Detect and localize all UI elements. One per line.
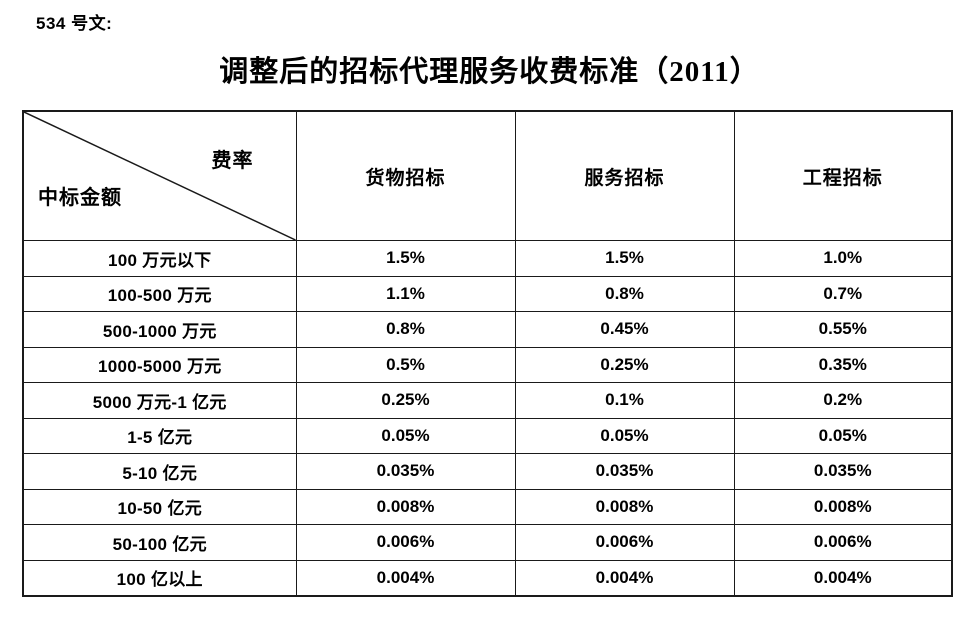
rate-cell: 0.8% [514, 275, 735, 312]
rate-cell: 0.004% [733, 559, 953, 597]
rate-cell: 1.5% [514, 240, 735, 277]
rate-cell: 0.45% [514, 311, 735, 348]
table-row: 1000-5000 万元 0.5% 0.25% 0.35% [22, 346, 953, 383]
amount-range: 1-5 亿元 [22, 417, 297, 454]
table-row: 1-5 亿元 0.05% 0.05% 0.05% [22, 417, 953, 454]
amount-range: 50-100 亿元 [22, 524, 297, 561]
rate-cell: 0.035% [514, 453, 735, 490]
table-row: 100-500 万元 1.1% 0.8% 0.7% [22, 275, 953, 312]
rate-cell: 1.5% [295, 240, 516, 277]
rate-cell: 0.35% [733, 346, 953, 383]
rate-cell: 0.035% [733, 453, 953, 490]
amount-range: 500-1000 万元 [22, 311, 297, 348]
corner-label-fee-rate: 费率 [211, 150, 254, 172]
diagonal-header-cell: 费率 中标金额 [22, 110, 297, 241]
doc-number: 534 号文: [36, 14, 113, 33]
amount-range: 100-500 万元 [22, 275, 297, 312]
rate-cell: 0.008% [514, 488, 735, 525]
fee-rate-table: 费率 中标金额 货物招标 服务招标 工程招标 100 万元以下 1.5% 1.5… [22, 110, 953, 597]
rate-cell: 1.0% [733, 240, 953, 277]
amount-range: 100 万元以下 [22, 240, 297, 277]
page-title: 调整后的招标代理服务收费标准（2011） [219, 56, 760, 88]
rate-cell: 0.004% [514, 559, 735, 597]
rate-cell: 0.008% [733, 488, 953, 525]
column-header-services: 服务招标 [514, 110, 735, 241]
table-header-row: 费率 中标金额 货物招标 服务招标 工程招标 [22, 110, 953, 241]
rate-cell: 0.1% [514, 382, 735, 419]
rate-cell: 0.05% [733, 417, 953, 454]
corner-label-bid-amount: 中标金额 [38, 187, 122, 209]
amount-range: 10-50 亿元 [22, 488, 297, 525]
table-row: 5-10 亿元 0.035% 0.035% 0.035% [22, 453, 953, 490]
rate-cell: 0.05% [514, 417, 735, 454]
amount-range: 1000-5000 万元 [22, 346, 297, 383]
amount-range: 5-10 亿元 [22, 453, 297, 490]
table-row: 10-50 亿元 0.008% 0.008% 0.008% [22, 488, 953, 525]
rate-cell: 1.1% [295, 275, 516, 312]
rate-cell: 0.5% [295, 346, 516, 383]
rate-cell: 0.7% [733, 275, 953, 312]
table-row: 100 万元以下 1.5% 1.5% 1.0% [22, 240, 953, 277]
column-header-works: 工程招标 [733, 110, 953, 241]
rate-cell: 0.25% [514, 346, 735, 383]
table-row: 100 亿以上 0.004% 0.004% 0.004% [22, 559, 953, 597]
rate-cell: 0.55% [733, 311, 953, 348]
rate-cell: 0.006% [514, 524, 735, 561]
rate-cell: 0.8% [295, 311, 516, 348]
rate-cell: 0.2% [733, 382, 953, 419]
rate-cell: 0.006% [295, 524, 516, 561]
table-row: 5000 万元-1 亿元 0.25% 0.1% 0.2% [22, 382, 953, 419]
column-header-goods: 货物招标 [295, 110, 516, 241]
diagonal-line [24, 112, 296, 240]
table-row: 50-100 亿元 0.006% 0.006% 0.006% [22, 524, 953, 561]
rate-cell: 0.004% [295, 559, 516, 597]
amount-range: 100 亿以上 [22, 559, 297, 597]
rate-cell: 0.006% [733, 524, 953, 561]
rate-cell: 0.035% [295, 453, 516, 490]
rate-cell: 0.05% [295, 417, 516, 454]
rate-cell: 0.008% [295, 488, 516, 525]
amount-range: 5000 万元-1 亿元 [22, 382, 297, 419]
table-row: 500-1000 万元 0.8% 0.45% 0.55% [22, 311, 953, 348]
rate-cell: 0.25% [295, 382, 516, 419]
